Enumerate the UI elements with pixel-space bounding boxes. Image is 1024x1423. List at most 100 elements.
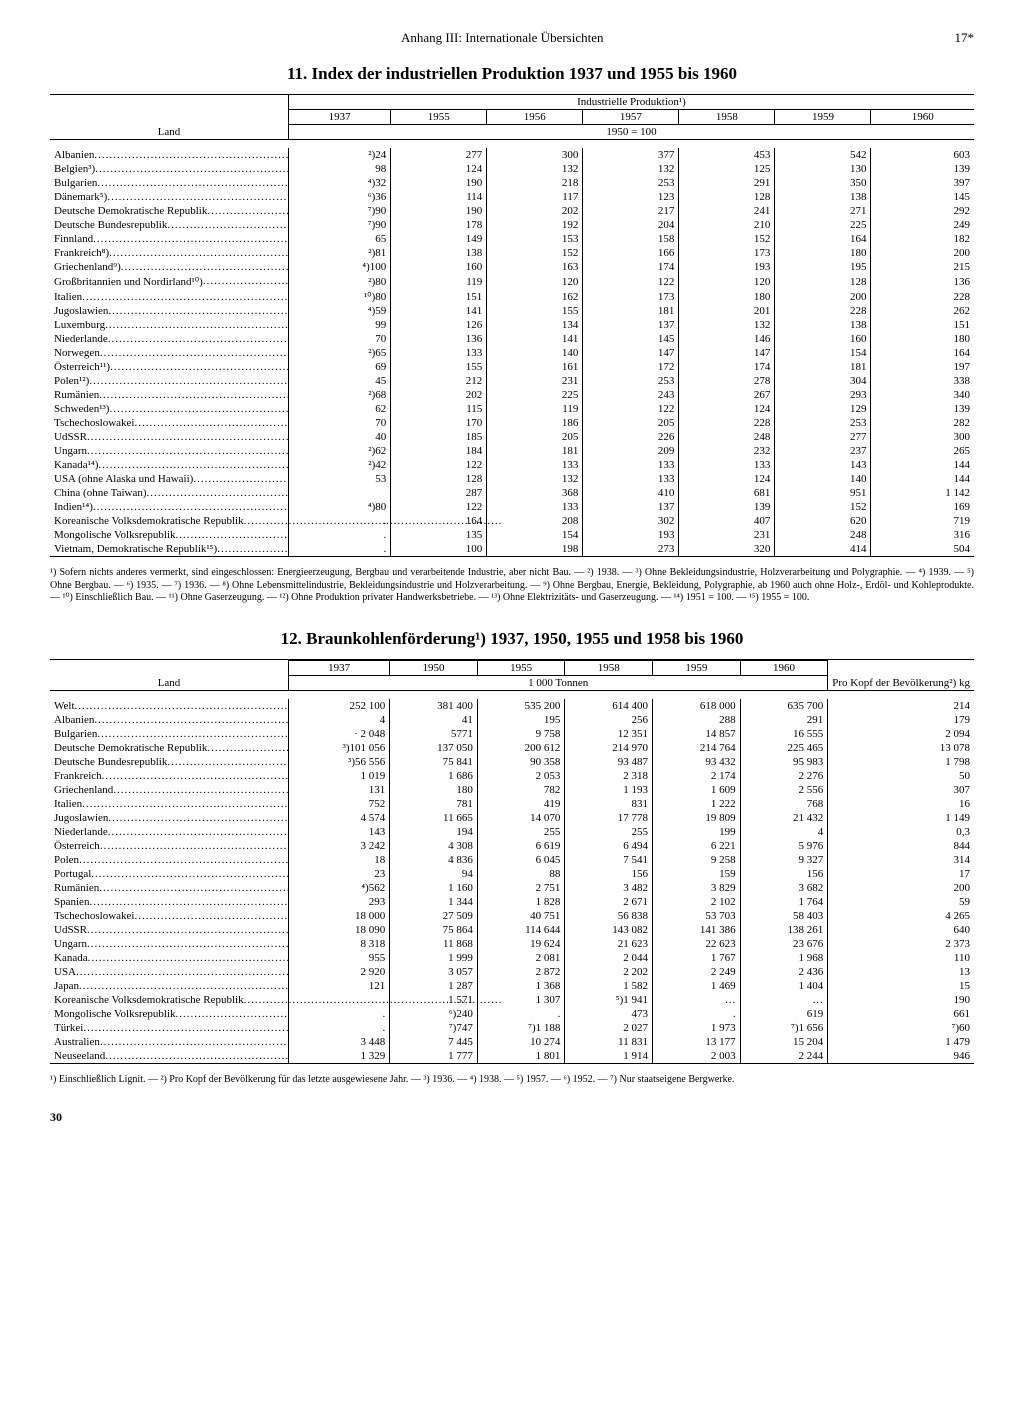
value-cell: 262 <box>871 304 974 318</box>
table-row: Großbritannien und Nordirland¹⁰)²)801191… <box>50 274 974 289</box>
table-row: Italien¹⁰)80151162173180200228 <box>50 289 974 304</box>
section12-footnotes: ¹) Einschließlich Lignit. — ²) Pro Kopf … <box>50 1074 974 1087</box>
value-cell: 210 <box>679 218 775 232</box>
value-cell: 75 864 <box>390 923 478 937</box>
value-cell: 147 <box>583 346 679 360</box>
value-cell: 190 <box>828 993 974 1007</box>
value-cell: . <box>477 1007 565 1021</box>
year-header: 1958 <box>565 660 653 675</box>
value-cell: 214 <box>828 699 974 713</box>
value-cell: 120 <box>487 274 583 289</box>
value-cell: 132 <box>487 162 583 176</box>
value-cell: 140 <box>487 346 583 360</box>
country-cell: Polen <box>50 853 289 867</box>
table-row: Schweden¹³)62115119122124129139 <box>50 402 974 416</box>
value-cell: 231 <box>679 528 775 542</box>
land-header: Land <box>50 660 289 690</box>
value-cell: ⁴)32 <box>289 176 391 190</box>
value-cell: 9 258 <box>653 853 741 867</box>
country-cell: Ungarn <box>50 937 289 951</box>
value-cell: 1 999 <box>390 951 478 965</box>
value-cell: 198 <box>487 542 583 557</box>
table-row: Italien7527814198311 22276816 <box>50 797 974 811</box>
country-cell: Belgien³) <box>50 162 289 176</box>
table-row: Albanien²)24277300377453542603 <box>50 148 974 162</box>
value-cell: · 2 048 <box>289 727 390 741</box>
table-row: Indien¹⁴)⁴)80122133137139152169 <box>50 500 974 514</box>
value-cell: 181 <box>487 444 583 458</box>
year-header: 1950 <box>390 660 478 675</box>
value-cell: 340 <box>871 388 974 402</box>
country-cell: Rumänien <box>50 388 289 402</box>
table-row: Österreich3 2424 3086 6196 4946 2215 976… <box>50 839 974 853</box>
value-cell: 135 <box>391 528 487 542</box>
table-row: Frankreich⁸)²)81138152166173180200 <box>50 246 974 260</box>
value-cell: 41 <box>390 713 478 727</box>
table-row: Bulgarien· 2 04857719 75812 35114 85716 … <box>50 727 974 741</box>
value-cell: 141 <box>487 332 583 346</box>
value-cell: 350 <box>775 176 871 190</box>
value-cell: 2 920 <box>289 965 390 979</box>
value-cell: 18 090 <box>289 923 390 937</box>
value-cell: ⁷)90 <box>289 204 391 218</box>
value-cell: 1 764 <box>740 895 828 909</box>
country-cell: Albanien <box>50 713 289 727</box>
value-cell: 212 <box>391 374 487 388</box>
value-cell: 8 318 <box>289 937 390 951</box>
value-cell: ⁷)90 <box>289 218 391 232</box>
value-cell: 117 <box>487 190 583 204</box>
value-cell: 199 <box>653 825 741 839</box>
value-cell: 277 <box>775 430 871 444</box>
value-cell: 225 <box>775 218 871 232</box>
value-cell: 143 082 <box>565 923 653 937</box>
value-cell: 217 <box>583 204 679 218</box>
value-cell: 180 <box>390 783 478 797</box>
country-cell: Mongolische Volksrepublik <box>50 1007 289 1021</box>
value-cell: 6 494 <box>565 839 653 853</box>
value-cell: 16 555 <box>740 727 828 741</box>
value-cell: 147 <box>679 346 775 360</box>
value-cell: 4 574 <box>289 811 390 825</box>
value-cell: 131 <box>289 783 390 797</box>
value-cell: 3 829 <box>653 881 741 895</box>
value-cell: 161 <box>487 360 583 374</box>
country-cell: Indien¹⁴) <box>50 500 289 514</box>
value-cell: 160 <box>391 260 487 274</box>
value-cell: 181 <box>583 304 679 318</box>
value-cell: . <box>289 528 391 542</box>
value-cell: 273 <box>583 542 679 557</box>
year-header: 1960 <box>871 110 974 125</box>
value-cell: 620 <box>775 514 871 528</box>
value-cell: ⁴)100 <box>289 260 391 274</box>
value-cell: 1 404 <box>740 979 828 993</box>
value-cell: 124 <box>679 402 775 416</box>
value-cell: 178 <box>391 218 487 232</box>
table-row: Norwegen²)65133140147147154164 <box>50 346 974 360</box>
table-row: Österreich¹¹)69155161172174181197 <box>50 360 974 374</box>
value-cell: 292 <box>871 204 974 218</box>
value-cell: 681 <box>679 486 775 500</box>
value-cell: 193 <box>583 528 679 542</box>
table-row: Koreanische Volksdemokratische Republik.… <box>50 993 974 1007</box>
value-cell: 16 <box>828 797 974 811</box>
value-cell <box>289 486 391 500</box>
value-cell: 139 <box>871 162 974 176</box>
year-header: 1955 <box>391 110 487 125</box>
value-cell: 200 <box>775 289 871 304</box>
value-cell: 152 <box>679 232 775 246</box>
value-cell: 4 836 <box>390 853 478 867</box>
value-cell: 1 142 <box>871 486 974 500</box>
value-cell: 377 <box>583 148 679 162</box>
value-cell: 156 <box>565 867 653 881</box>
country-cell: Neuseeland <box>50 1049 289 1064</box>
value-cell: 1 686 <box>390 769 478 783</box>
value-cell: 300 <box>871 430 974 444</box>
table-row: Tschechoslowakei70170186205228253282 <box>50 416 974 430</box>
value-cell: 123 <box>583 190 679 204</box>
page-header: Anhang III: Internationale Übersichten 1… <box>50 30 974 46</box>
value-cell: 231 <box>487 374 583 388</box>
value-cell: 267 <box>679 388 775 402</box>
value-cell: . <box>653 1007 741 1021</box>
value-cell: 141 386 <box>653 923 741 937</box>
value-cell: ⁷)1 188 <box>477 1021 565 1035</box>
